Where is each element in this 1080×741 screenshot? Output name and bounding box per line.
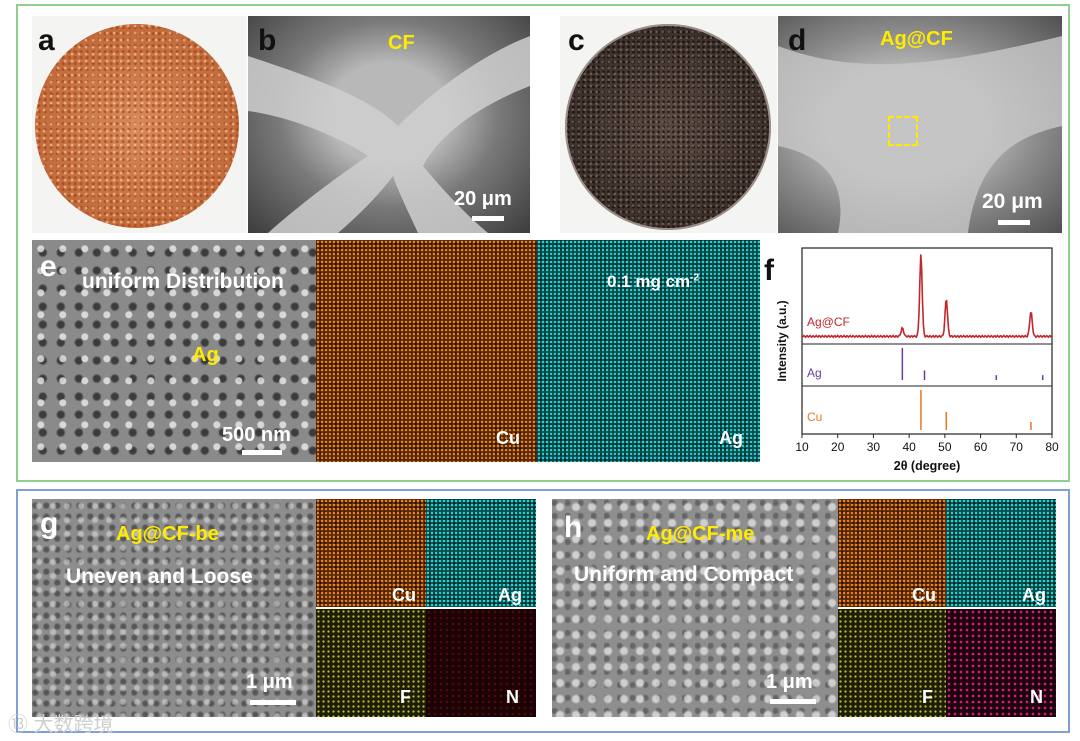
map-label-ag-h: Ag: [1022, 585, 1046, 605]
map-label-cu-e: Cu: [496, 428, 520, 448]
x-tick-label-80: 80: [1045, 440, 1059, 454]
x-tick-label-10: 10: [795, 440, 809, 454]
plot-frame: [801, 247, 1053, 435]
panel-label-d: d: [788, 24, 807, 57]
foam-strut-shape: [248, 36, 530, 233]
ag-loading-label: 0.1 mg cm-2: [607, 272, 700, 291]
panel-label-f: f: [764, 254, 774, 287]
caption-agcf-me: Ag@CF-me: [646, 523, 755, 545]
caption-cf: CF: [388, 32, 415, 54]
panel-e-map-ag: 0.1 mg cm-2 Ag: [537, 240, 760, 462]
silver-coated-foam-disk: [565, 24, 771, 230]
xrd-pattern-agcf: [801, 254, 1053, 339]
caption-agcf: Ag@CF: [880, 28, 953, 50]
x-axis-label: 2θ (degree): [894, 459, 961, 473]
scale-bar-e: [242, 450, 282, 455]
scale-label-h: 1 μm: [766, 671, 813, 693]
panel-h-map-f: F: [838, 609, 946, 717]
panel-label-g: g: [40, 507, 59, 540]
panel-g-map-n: N: [426, 609, 536, 717]
panel-d: d Ag@CF 20 μm: [778, 16, 1062, 233]
scale-label-b: 20 μm: [454, 188, 512, 210]
panel-h-map-n: N: [946, 609, 1056, 717]
caption-agcf-be: Ag@CF-be: [116, 523, 219, 545]
watermark: ⑬ 大数跨境: [8, 714, 114, 736]
map-label-ag-g: Ag: [498, 585, 522, 605]
map-label-n-h: N: [1030, 687, 1043, 707]
y-axis-label: Intensity (a.u.): [775, 300, 789, 381]
panel-c: c: [560, 16, 777, 233]
panel-h-map-ag: Ag: [946, 499, 1056, 607]
xrd-chart: 10 20 30 40 50 60 70 80 Intensity (a.u.) 2θ (de…: [775, 247, 1059, 473]
scale-label-d: 20 μm: [982, 190, 1043, 213]
foam-node-shape: [778, 36, 1062, 233]
frame-bottom: [16, 489, 1070, 733]
panel-label-c: c: [568, 24, 585, 57]
x-tick-label-20: 20: [831, 440, 845, 454]
scale-bar-h: [770, 699, 816, 704]
map-label-n-g: N: [506, 687, 519, 707]
series-label-ag: Ag: [807, 366, 822, 380]
title-uneven-loose: Uneven and Loose: [66, 565, 253, 588]
scale-label-g: 1 μm: [246, 671, 293, 693]
panel-e-map-cu: Cu: [316, 240, 537, 462]
x-tick-label-40: 40: [902, 440, 916, 454]
panel-g-map-ag: Ag: [426, 499, 536, 607]
panel-g-sem: g Ag@CF-be Uneven and Loose 1 μm: [32, 499, 316, 717]
title-uniform-compact: Uniform and Compact: [574, 563, 794, 586]
panel-label-b: b: [258, 24, 277, 57]
x-tick-label-50: 50: [938, 440, 952, 454]
map-label-f-g: F: [400, 687, 411, 707]
panel-f: f 10 20 30 40 50 60 70 80 Intensity (a.u.) 2θ (…: [762, 240, 1066, 476]
scale-bar-d: [998, 220, 1030, 225]
title-uniform-distribution: uniform Distribution: [82, 270, 284, 293]
copper-foam-disk: [35, 24, 239, 228]
caption-ag: Ag: [192, 344, 219, 366]
panel-h-sem: h Ag@CF-me Uniform and Compact 1 μm: [552, 499, 838, 717]
panel-b: b CF 20 μm: [248, 16, 530, 233]
map-label-cu-h: Cu: [912, 585, 936, 605]
panel-g-map-f: F: [316, 609, 426, 717]
panel-g-map-cu: Cu: [316, 499, 426, 607]
scale-label-e: 500 nm: [222, 424, 291, 446]
map-label-f-h: F: [922, 687, 933, 707]
panel-e-sem: e uniform Distribution Ag 500 nm: [32, 240, 316, 462]
panel-label-h: h: [564, 511, 583, 544]
panel-label-a: a: [38, 24, 55, 57]
scale-bar-g: [250, 700, 296, 705]
panel-a: a: [32, 16, 247, 233]
panel-h-map-cu: Cu: [838, 499, 946, 607]
x-tick-label-70: 70: [1010, 440, 1024, 454]
zoom-region-box: [888, 116, 918, 146]
map-label-cu-g: Cu: [392, 585, 416, 605]
map-label-ag-e: Ag: [719, 428, 743, 448]
x-tick-label-60: 60: [974, 440, 988, 454]
x-tick-label-30: 30: [867, 440, 881, 454]
series-label-agcf: Ag@CF: [807, 315, 850, 329]
frame-top: [16, 4, 1070, 482]
panel-label-e: e: [40, 250, 57, 283]
scale-bar-b: [472, 216, 504, 221]
series-label-cu: Cu: [807, 410, 822, 424]
